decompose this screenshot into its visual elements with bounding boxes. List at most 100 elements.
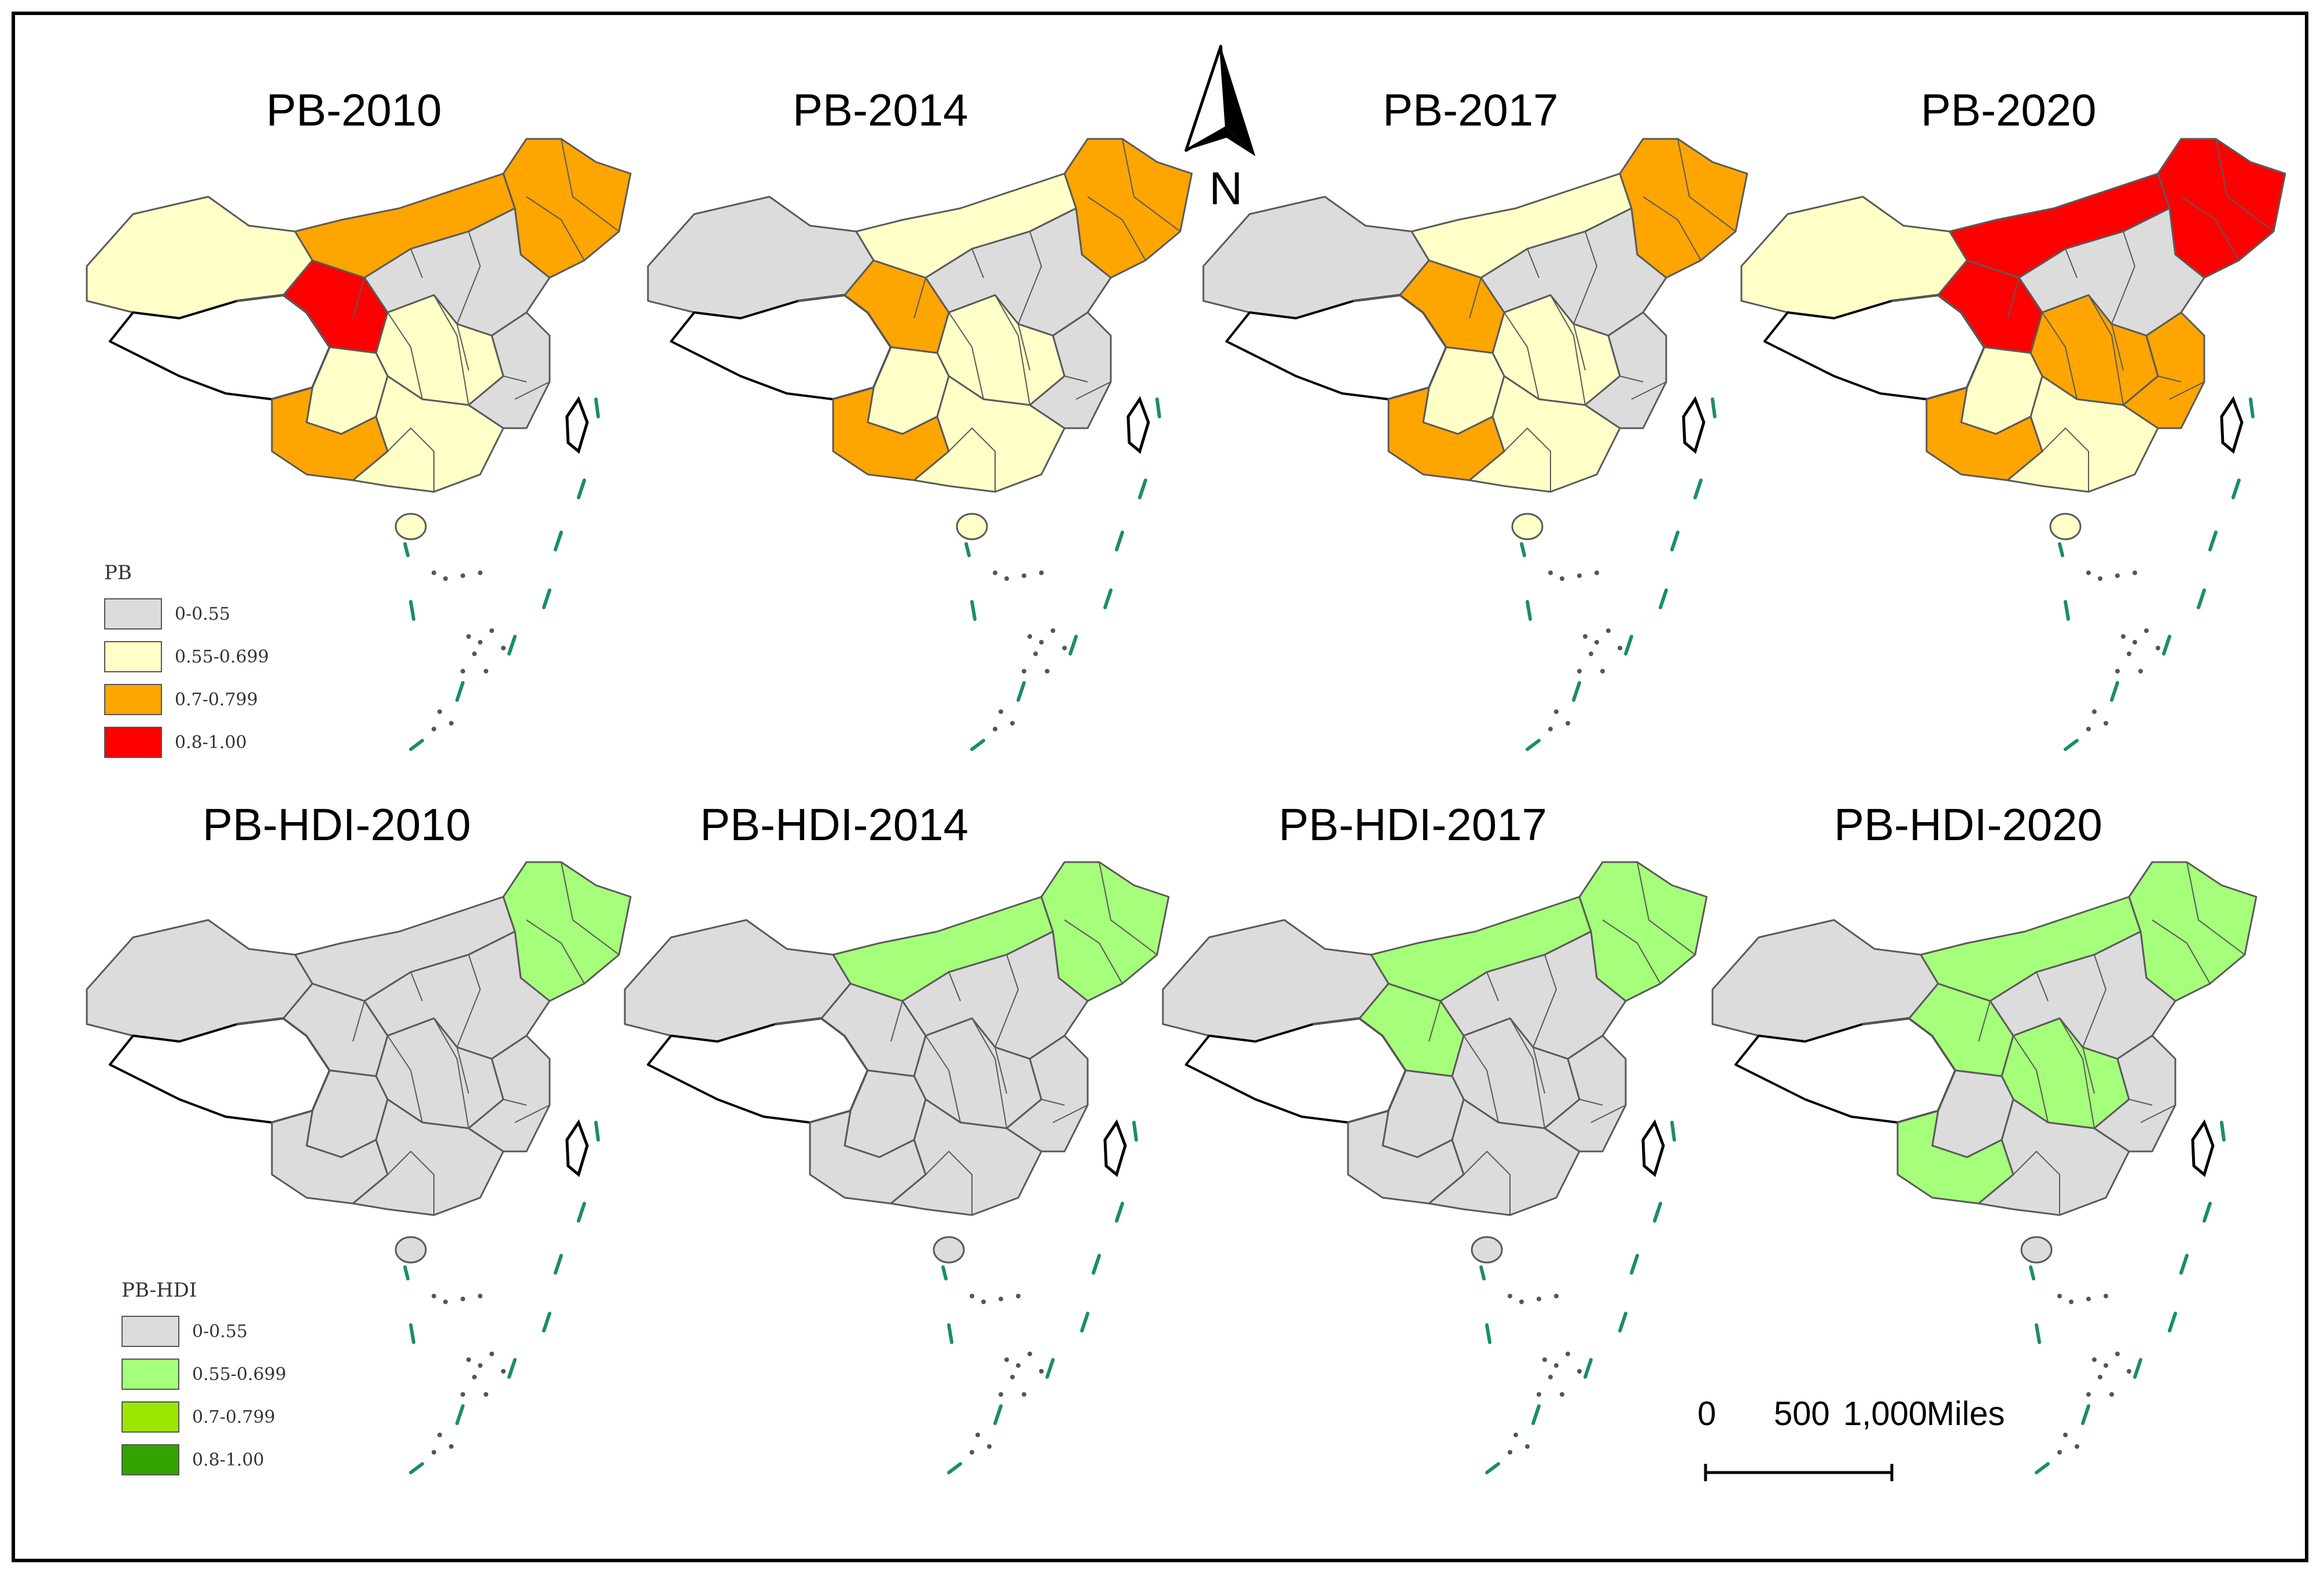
province-border <box>1527 248 1539 278</box>
legend-pb: PB 0-0.55 0.55-0.699 0.7-0.799 0.8-1.00 <box>104 561 269 764</box>
region-taiwan <box>2191 1119 2215 1177</box>
island-dot <box>1010 1375 1015 1379</box>
province-border <box>526 919 585 984</box>
island-dot <box>1594 640 1599 645</box>
legend-swatch <box>104 641 162 672</box>
island-dot <box>2121 634 2126 639</box>
china-map <box>647 138 1193 751</box>
island-dot <box>501 646 506 650</box>
nine-dash-line-segment <box>403 542 410 557</box>
north-arrow-icon <box>1184 45 1255 156</box>
region-hainan <box>933 1236 965 1264</box>
island-dot <box>1525 1444 1530 1449</box>
province-border <box>1533 1047 1545 1094</box>
island-dot <box>484 1392 488 1397</box>
province-border <box>2036 971 2049 1002</box>
legend-swatch <box>104 684 162 715</box>
island-dot <box>2156 646 2160 650</box>
island-dot <box>1594 570 1599 575</box>
legend-label: 0-0.55 <box>192 1321 248 1342</box>
province-border <box>1573 231 1598 325</box>
island-dot <box>432 727 436 731</box>
island-dot <box>484 669 488 673</box>
island-dot <box>1033 652 1038 656</box>
province-border <box>387 427 434 492</box>
island-dot <box>2086 1392 2091 1397</box>
nine-dash-line-segment <box>2064 739 2079 751</box>
province-border <box>1619 376 1644 382</box>
region-south <box>1428 1098 1581 1216</box>
province-border <box>971 248 984 278</box>
map-title: PB-2020 <box>1921 84 2097 135</box>
province-border <box>1428 1000 1441 1042</box>
province-border <box>514 1105 550 1123</box>
nine-dash-line-segment <box>1115 531 1124 551</box>
nine-dash-line-segment <box>970 600 977 621</box>
nine-dash-line-segment <box>1670 531 1680 551</box>
island-dot <box>981 1300 986 1304</box>
island-dot <box>2115 573 2120 578</box>
island-dot <box>2057 1294 2062 1298</box>
nine-dash-line-segment <box>1711 397 1717 418</box>
island-dot <box>1039 570 1044 575</box>
island-dot <box>466 1357 471 1362</box>
nine-dash-line-segment <box>1115 1202 1124 1223</box>
island-dot <box>2127 1369 2131 1374</box>
province-border <box>561 138 620 232</box>
island-dot <box>987 1444 992 1449</box>
island-dot <box>466 634 471 639</box>
island-dot <box>1566 1352 1570 1356</box>
province-border <box>433 295 469 406</box>
island-dot <box>1508 1450 1512 1455</box>
island-dot <box>993 570 997 575</box>
legend-pbhdi-title: PB-HDI <box>121 1279 197 1302</box>
map-panel: PB-2020 <box>1718 84 2286 798</box>
province-border <box>925 1035 961 1123</box>
province-border <box>561 862 620 955</box>
province-border <box>1018 323 1030 371</box>
nine-dash-line-segment <box>554 531 563 551</box>
island-dot <box>461 1297 465 1301</box>
island-dot <box>2086 727 2091 731</box>
province-border <box>1041 1099 1065 1106</box>
province-border <box>2059 1018 2095 1129</box>
island-dot <box>472 652 477 656</box>
province-border <box>2140 1105 2176 1123</box>
island-dot <box>1016 1294 1021 1298</box>
legend-label: 0.8-1.00 <box>175 732 247 753</box>
province-border <box>995 1047 1007 1094</box>
island-dot <box>2104 721 2108 726</box>
legend-pbhdi-item: 0-0.55 <box>121 1310 286 1353</box>
nine-dash-line-segment <box>2249 397 2255 418</box>
island-dot <box>1039 1369 1044 1374</box>
island-dot <box>1537 1392 1541 1397</box>
province-border <box>387 1150 434 1215</box>
nine-dash-line-segment <box>409 739 424 751</box>
nine-dash-line-segment <box>554 1254 563 1275</box>
island-dot <box>970 1294 974 1298</box>
province-border <box>2128 1099 2153 1106</box>
island-dot <box>478 1294 483 1298</box>
nine-dash-line-segment <box>993 1404 1003 1425</box>
nine-dash-line-segment <box>409 1323 415 1344</box>
nine-dash-line-segment <box>1016 681 1026 702</box>
legend-pb-item: 0.8-1.00 <box>104 721 269 764</box>
province-border <box>948 312 984 400</box>
region-east-coast <box>1006 1035 1089 1153</box>
island-dot <box>1016 1363 1021 1368</box>
legend-pb-title: PB <box>104 561 132 584</box>
nine-dash-line-segment <box>2064 600 2070 621</box>
nine-dash-line-segment <box>2208 531 2218 551</box>
region-south <box>352 375 504 493</box>
province-border <box>2082 1047 2095 1094</box>
nine-dash-line-segment <box>970 739 985 751</box>
map-panel: PB-2014 <box>625 84 1193 798</box>
province-border <box>1978 1000 1991 1042</box>
nine-dash-line-segment <box>1485 1323 1491 1344</box>
island-dot <box>1554 1363 1559 1368</box>
nine-dash-line-segment <box>1693 479 1703 499</box>
island-dot <box>449 721 454 726</box>
region-hainan <box>2020 1236 2053 1264</box>
nine-dash-line-segment <box>409 600 415 621</box>
map-title: PB-HDI-2010 <box>202 799 471 850</box>
